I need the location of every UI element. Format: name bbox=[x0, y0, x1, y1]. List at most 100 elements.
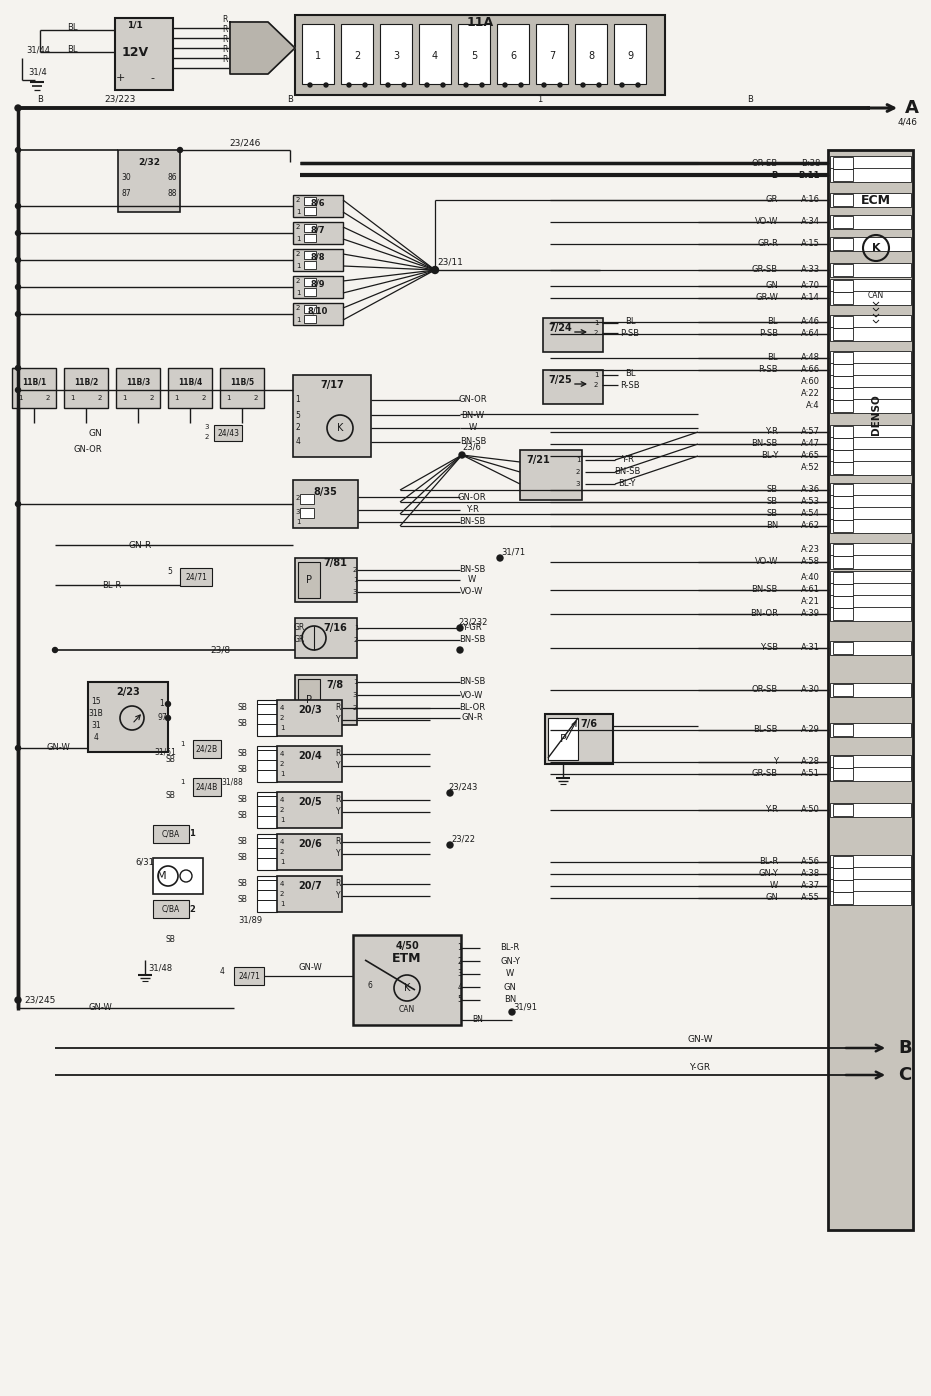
Circle shape bbox=[597, 82, 601, 87]
Text: GN-Y: GN-Y bbox=[500, 956, 519, 966]
Bar bbox=[293, 376, 371, 456]
Text: A:47: A:47 bbox=[801, 440, 820, 448]
Text: 2: 2 bbox=[280, 715, 284, 720]
Text: B: B bbox=[287, 95, 293, 103]
Text: BL-R: BL-R bbox=[500, 944, 519, 952]
Text: ECM: ECM bbox=[861, 194, 891, 207]
Text: 1/1: 1/1 bbox=[128, 21, 142, 29]
Text: BL: BL bbox=[67, 46, 77, 54]
Text: 30: 30 bbox=[121, 173, 131, 183]
Circle shape bbox=[16, 745, 20, 751]
Bar bbox=[833, 584, 853, 596]
Circle shape bbox=[16, 204, 20, 208]
Text: 1: 1 bbox=[537, 95, 543, 103]
Text: SB: SB bbox=[237, 879, 247, 888]
Bar bbox=[257, 745, 277, 782]
Bar bbox=[830, 290, 911, 304]
Text: GN-W: GN-W bbox=[298, 963, 322, 973]
Text: A:60: A:60 bbox=[801, 377, 820, 387]
Text: Y-R: Y-R bbox=[466, 505, 479, 515]
Bar bbox=[298, 563, 320, 597]
Text: B: B bbox=[898, 1039, 911, 1057]
Text: GN-W: GN-W bbox=[88, 1004, 112, 1012]
Circle shape bbox=[15, 997, 21, 1002]
Bar bbox=[830, 803, 911, 817]
Bar bbox=[214, 424, 242, 441]
Text: 1: 1 bbox=[353, 577, 358, 584]
Bar bbox=[828, 149, 913, 1230]
Circle shape bbox=[457, 625, 463, 631]
Bar bbox=[833, 450, 853, 462]
Bar bbox=[833, 484, 853, 496]
Bar bbox=[830, 315, 911, 329]
Text: BN-SB: BN-SB bbox=[459, 635, 485, 645]
Text: Y: Y bbox=[773, 758, 778, 766]
Text: 8/10: 8/10 bbox=[308, 307, 329, 315]
Text: 1: 1 bbox=[159, 699, 165, 709]
Bar bbox=[293, 276, 343, 297]
Text: 2: 2 bbox=[189, 905, 195, 913]
Bar bbox=[543, 318, 603, 352]
Text: R: R bbox=[335, 704, 341, 712]
Bar bbox=[220, 369, 264, 408]
Text: 86: 86 bbox=[168, 173, 177, 183]
Text: A:46: A:46 bbox=[801, 317, 820, 327]
Bar bbox=[833, 642, 853, 653]
Text: 1: 1 bbox=[279, 725, 284, 732]
Text: 8/35: 8/35 bbox=[313, 487, 337, 497]
Circle shape bbox=[542, 82, 546, 87]
Bar bbox=[830, 237, 911, 251]
Bar bbox=[830, 193, 911, 207]
Text: SB: SB bbox=[237, 838, 247, 846]
Circle shape bbox=[459, 452, 465, 458]
Bar bbox=[833, 496, 853, 508]
Text: ETM: ETM bbox=[392, 952, 422, 965]
Text: A:40: A:40 bbox=[801, 574, 820, 582]
Text: 31/71: 31/71 bbox=[501, 547, 525, 557]
Text: M: M bbox=[157, 871, 167, 881]
Text: 31/88: 31/88 bbox=[222, 778, 243, 786]
Text: VO-W: VO-W bbox=[460, 588, 484, 596]
Text: 2/32: 2/32 bbox=[138, 158, 160, 166]
Bar bbox=[257, 833, 277, 870]
Circle shape bbox=[425, 82, 429, 87]
Bar bbox=[830, 507, 911, 521]
Text: P: P bbox=[560, 734, 566, 744]
Circle shape bbox=[16, 148, 20, 152]
Bar bbox=[830, 766, 911, 780]
Text: VO-W: VO-W bbox=[460, 691, 484, 699]
Text: 24/2B: 24/2B bbox=[196, 744, 218, 754]
Text: 2: 2 bbox=[296, 304, 300, 311]
Text: P-SB: P-SB bbox=[759, 329, 778, 338]
Text: 23/246: 23/246 bbox=[229, 138, 261, 148]
Bar bbox=[304, 315, 316, 322]
Text: K: K bbox=[404, 983, 411, 993]
Bar bbox=[64, 369, 108, 408]
Text: OR-SB: OR-SB bbox=[751, 685, 778, 694]
Text: 2: 2 bbox=[594, 329, 599, 336]
Text: K: K bbox=[871, 243, 880, 253]
Bar bbox=[833, 768, 853, 780]
Text: A:15: A:15 bbox=[801, 240, 820, 248]
Text: B:38: B:38 bbox=[801, 159, 820, 168]
Text: 3: 3 bbox=[457, 969, 463, 979]
Bar bbox=[830, 641, 911, 655]
Text: A:58: A:58 bbox=[801, 557, 820, 567]
Text: GR-SB: GR-SB bbox=[752, 265, 778, 275]
Text: W: W bbox=[506, 969, 514, 979]
Text: 5: 5 bbox=[471, 52, 477, 61]
Text: W: W bbox=[770, 881, 778, 891]
Text: SB: SB bbox=[767, 510, 778, 518]
Bar bbox=[88, 683, 168, 752]
Text: 2: 2 bbox=[202, 395, 206, 401]
Circle shape bbox=[166, 702, 170, 706]
Bar bbox=[833, 596, 853, 609]
Text: C/BA: C/BA bbox=[162, 829, 180, 839]
Bar bbox=[193, 740, 221, 758]
Bar bbox=[833, 315, 853, 328]
Text: A:54: A:54 bbox=[801, 510, 820, 518]
Text: BN-W: BN-W bbox=[462, 410, 484, 420]
Bar bbox=[830, 461, 911, 475]
Text: SB: SB bbox=[237, 811, 247, 821]
Text: 4: 4 bbox=[280, 797, 284, 803]
